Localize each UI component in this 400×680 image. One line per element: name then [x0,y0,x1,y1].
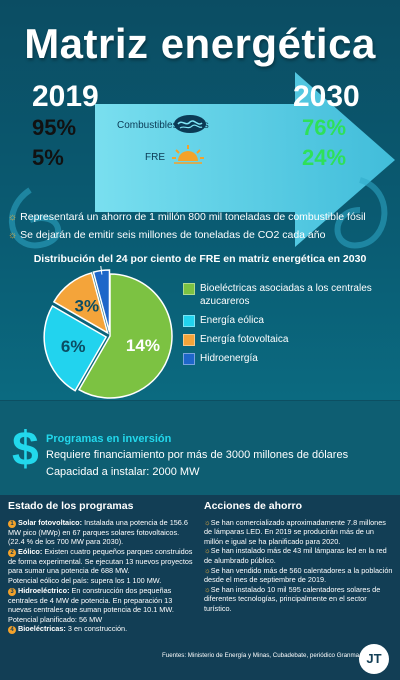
fossil-pct-2019: 95% [32,115,77,140]
programs-status-list: 1 Solar fotovoltaico: Instalada una poten… [8,518,194,635]
fre-label: FRE [145,152,165,163]
legend-item: Hidroenergía [183,352,380,365]
fossil-label: Combustibles fósiles [117,120,209,131]
savings-action-item: ☼Se han instalado 10 mil 595 calentadore… [204,585,394,614]
fossil-fuel-icon [174,115,206,133]
savings-action-item: ☼Se han vendido más de 560 calentadores … [204,566,394,585]
programs-status-title: Estado de los programas [8,500,134,512]
sun-icon [172,145,204,164]
pie-leader-line [100,266,103,275]
sun-bullet-icon: ☼ [204,546,211,556]
savings-action-text: Se han comercializado aproximadamente 7.… [204,517,386,546]
savings-action-text: Se han vendido más de 560 calentadores a… [204,565,393,585]
savings-action-item: ☼Se han instalado más de 43 mil lámparas… [204,546,394,565]
savings-actions-column: Acciones de ahorro ☼Se han comercializad… [204,500,394,614]
chart-title: Distribución del 24 por ciento de FRE en… [33,253,367,265]
fre-pct-2030: 24% [302,145,347,170]
fossil-pct-2030: 76% [302,115,347,140]
legend-item: Bioeléctricas asociadas a los centrales … [183,282,380,308]
program-status-item: Potencial eólico del país: supera los 1 … [8,576,194,586]
legend-swatch [183,334,195,346]
program-name: Eólico: [18,546,43,556]
sun-bullet-icon: ☼ [204,565,211,575]
number-badge: 3 [8,587,16,596]
number-badge: 2 [8,548,16,557]
legend-item: Energía fotovoltaica [183,333,380,346]
investment-band [0,400,400,495]
investment-capacity: Capacidad a instalar: 2000 MW [46,466,200,478]
legend-label: Energía eólica [200,315,264,326]
fre-pct-2019: 5% [32,145,64,170]
program-description: Existen cuatro pequeños parques construi… [8,546,193,576]
program-status-item: 4 Bioeléctricas: 3 en construcción. [8,624,194,635]
jt-logo: JT [359,644,389,674]
program-name: Hidroeléctrico: [18,585,70,595]
program-status-item: 3 Hidroeléctrico: En construcción dos peq… [8,586,194,615]
pie-slice [52,272,109,335]
decor-swirl-right [334,177,388,249]
legend-swatch [183,353,195,365]
dollar-icon: $ [12,423,39,476]
program-description: En construcción dos pequeñas centrales d… [8,585,174,615]
pie-data-label: 3% [75,297,100,316]
legend-item: Energía eólica [183,314,380,327]
legend-label: Bioeléctricas asociadas a los centrales … [200,283,372,307]
top-section: Matriz energética 2019 2030 95% 5% 76% 2… [0,0,400,400]
program-description: Potencial eólico del país: supera los 1 … [8,575,162,585]
pie-data-label: 14% [126,336,160,355]
pie-slice [77,273,173,399]
program-name: Solar fotovoltaico: [18,517,83,527]
number-badge: 1 [8,519,16,528]
pie-slice [43,305,108,392]
bullet-item: ☼ Se dejarán de emitir seis millones de … [8,229,326,241]
savings-actions-list: ☼Se han comercializado aproximadamente 7… [204,518,394,614]
sun-bullet-icon: ☼ [204,584,211,594]
savings-action-text: Se han instalado 10 mil 595 calentadores… [204,584,381,613]
program-status-item: Potencial planificado: 56 MW [8,615,194,625]
program-status-item: 2 Eólico: Existen cuatro pequeños parques… [8,547,194,576]
legend-swatch [183,283,195,295]
program-description: Instalada una potencia de 156.6 MW pico … [8,517,188,547]
year-start: 2019 [32,80,99,113]
legend-swatch [183,315,195,327]
programs-status-column: Estado de los programas 1 Solar fotovolta… [8,500,194,635]
pie-data-label: 6% [61,337,86,356]
legend-label: Hidroenergía [200,353,258,364]
bottom-section [0,495,400,680]
savings-action-text: Se han instalado más de 43 mil lámparas … [204,546,387,565]
program-description: 3 en construcción. [65,624,128,634]
program-name: Bioeléctricas: [18,624,66,634]
sun-bullet-icon: ☼ [8,229,18,241]
bullet-item: ☼ Representará un ahorro de 1 millón 800… [8,211,366,223]
sun-bullet-icon: ☼ [204,517,211,527]
investment-title: Programas en inversión [46,433,172,445]
legend-label: Energía fotovoltaica [200,334,289,345]
program-description: Potencial planificado: 56 MW [8,614,103,624]
sources-credit: Fuentes: Ministerio de Energía y Minas, … [162,652,360,659]
savings-actions-title: Acciones de ahorro [204,500,303,512]
background-arrow-graphic [95,72,395,247]
pie-chart: 14%6%3%1% [43,266,173,399]
number-badge: 4 [8,626,16,635]
savings-action-item: ☼Se han comercializado aproximadamente 7… [204,518,394,547]
chart-legend: Bioeléctricas asociadas a los centrales … [183,282,380,371]
decor-swirl-left [9,187,62,249]
page-title: Matriz energética [24,20,376,67]
sun-bullet-icon: ☼ [8,211,18,223]
program-status-item: 1 Solar fotovoltaico: Instalada una poten… [8,518,194,547]
year-end: 2030 [293,80,360,113]
investment-financing: Requiere financiamiento por más de 3000 … [46,449,349,461]
